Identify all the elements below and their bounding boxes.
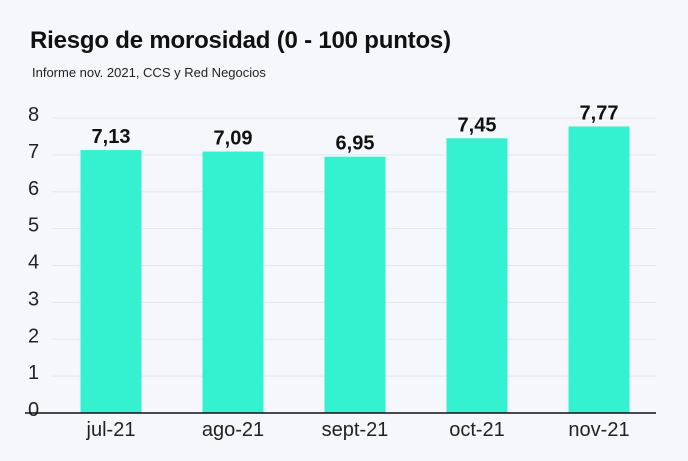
y-axis-tick-labels: 0 1 2 3 4 5 6 7 8 [28,104,39,421]
x-tick-label: oct-21 [449,419,505,441]
bar [446,138,508,413]
y-tick-label: 3 [28,288,39,310]
bars [80,126,630,414]
data-label: 7,13 [92,126,131,148]
x-tick-label: ago-21 [202,419,264,441]
bar [202,151,264,413]
y-tick-label: 8 [28,104,39,126]
bar [568,126,630,413]
y-tick-label: 1 [28,362,39,384]
x-tick-label: jul-21 [86,419,136,441]
chart-subtitle: Informe nov. 2021, CCS y Red Negocios [32,65,266,80]
chart-title: Riesgo de morosidad (0 - 100 puntos) [30,27,451,54]
data-labels: 7,13 7,09 6,95 7,45 7,77 [92,102,619,154]
data-label: 6,95 [336,133,375,155]
y-tick-label: 0 [28,399,39,421]
x-axis-tick-labels: jul-21 ago-21 sept-21 oct-21 nov-21 [86,419,630,441]
x-tick-label: nov-21 [568,419,629,441]
y-tick-label: 5 [28,215,39,237]
data-label: 7,77 [580,102,619,124]
data-label: 7,09 [214,128,253,150]
y-tick-label: 2 [28,325,39,347]
bar [324,156,386,413]
y-tick-label: 6 [28,178,39,200]
x-tick-label: sept-21 [322,419,389,441]
bar [80,150,142,414]
data-label: 7,45 [458,114,497,136]
y-tick-label: 4 [28,252,39,274]
y-tick-label: 7 [28,141,39,163]
